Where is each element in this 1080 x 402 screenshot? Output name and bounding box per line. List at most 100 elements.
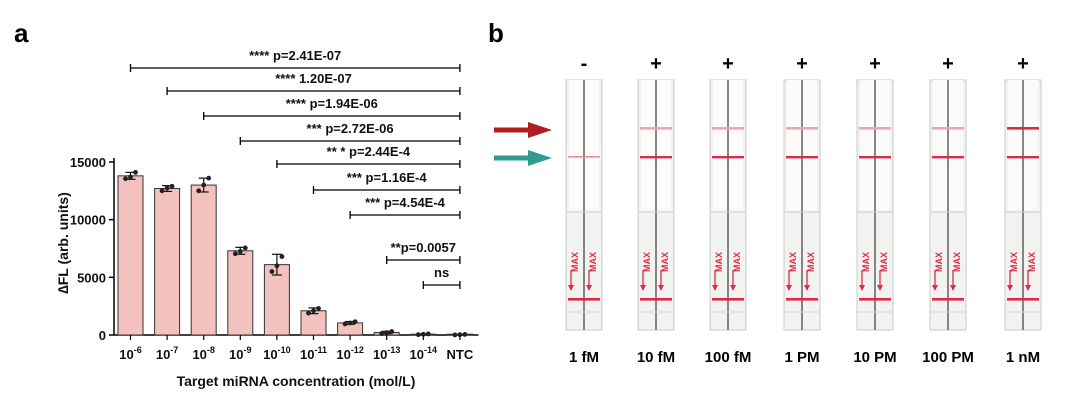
data-point (342, 321, 348, 327)
control-line (568, 156, 600, 158)
strip: MAX MAX (929, 79, 967, 331)
strip-concentration-label: 100 fM (705, 349, 752, 366)
significance-bracket: ** * p=2.44E-4 (276, 144, 461, 168)
x-tick-label: 10-6 (119, 345, 141, 362)
data-point (384, 330, 390, 336)
max-mark: MAX (861, 252, 871, 272)
significance-label: ** * p=2.44E-4 (327, 144, 411, 159)
data-point (425, 331, 431, 337)
control-line (712, 156, 744, 159)
sample-line (712, 298, 744, 301)
data-point (133, 169, 138, 175)
control-line (859, 156, 891, 159)
data-point (347, 320, 353, 326)
significance-bracket: **** p=2.41E-07 (129, 48, 461, 72)
strip: MAX MAX (637, 79, 675, 331)
y-tick-label: 10000 (70, 213, 106, 228)
max-mark: MAX (732, 252, 742, 272)
significance-bracket: *** p=2.72E-06 (239, 121, 461, 145)
max-mark: MAX (660, 252, 670, 272)
data-point (274, 263, 280, 269)
bar (227, 250, 254, 336)
bar (117, 175, 144, 336)
significance-label: **p=0.0057 (391, 240, 456, 255)
test-line (786, 127, 818, 130)
max-mark: MAX (1027, 252, 1037, 272)
significance-label: *** p=1.16E-4 (347, 170, 428, 185)
line-indicator-arrows (494, 122, 552, 166)
x-tick-label: 10-8 (192, 345, 214, 362)
max-mark: MAX (588, 252, 598, 272)
test-line (1007, 127, 1039, 130)
data-point (457, 332, 463, 338)
strip-sign: - (581, 53, 588, 75)
strip-sign: + (722, 53, 734, 75)
strip-sign: + (869, 53, 881, 75)
significance-label: ns (434, 265, 449, 280)
x-tick-label: 10-13 (373, 345, 400, 362)
test-line (712, 127, 744, 130)
sample-line (859, 298, 891, 301)
x-tick-label: 10-7 (156, 345, 178, 362)
x-tick-label: 10-10 (263, 345, 290, 362)
control-line-arrow (494, 150, 552, 166)
data-point (420, 331, 426, 337)
strip: MAX MAX (709, 79, 747, 331)
strip: MAX MAX (856, 79, 894, 331)
data-point (164, 185, 170, 191)
panel-a-label: a (14, 18, 29, 48)
x-axis-label: Target miRNA concentration (mol/L) (177, 373, 416, 389)
max-mark: MAX (806, 252, 816, 272)
strip: MAX MAX (783, 79, 821, 331)
max-mark: MAX (570, 252, 580, 272)
x-tick-label: 10-14 (410, 345, 437, 362)
control-line (786, 156, 818, 159)
bar (154, 188, 181, 336)
data-point (311, 308, 316, 314)
data-point (196, 188, 202, 194)
sample-line (1007, 298, 1039, 301)
sample-line (932, 298, 964, 301)
significance-label: **** p=2.41E-07 (249, 48, 341, 63)
sample-line (640, 298, 672, 301)
data-point (123, 176, 128, 182)
data-point (201, 182, 207, 188)
max-mark: MAX (714, 252, 724, 272)
max-mark: MAX (788, 252, 798, 272)
significance-bracket: **p=0.0057 (386, 240, 461, 264)
strip-sign: + (942, 53, 954, 75)
data-point (232, 251, 238, 257)
data-point (452, 332, 458, 338)
data-point (316, 306, 321, 311)
control-line (932, 156, 964, 159)
data-point (279, 254, 285, 259)
significance-label: *** p=2.72E-06 (307, 121, 394, 136)
data-point (269, 269, 275, 274)
data-point (242, 245, 248, 251)
significance-bracket: *** p=1.16E-4 (312, 170, 461, 194)
y-tick-label: 15000 (70, 155, 106, 170)
max-mark: MAX (1009, 252, 1019, 272)
max-mark: MAX (934, 252, 944, 272)
strip-concentration-label: 1 fM (569, 349, 599, 366)
bar (300, 310, 327, 336)
strip-concentration-label: 10 fM (637, 349, 675, 366)
data-point (206, 175, 212, 181)
data-point (128, 174, 133, 180)
strip-concentration-label: 10 PM (853, 349, 896, 366)
strip: MAX MAX (565, 79, 603, 331)
strip-sign: + (1017, 53, 1029, 75)
significance-bracket: **** 1.20E-07 (166, 71, 461, 95)
sample-line (786, 298, 818, 301)
test-line-arrow (494, 122, 552, 138)
significance-bracket: **** p=1.94E-06 (203, 96, 461, 120)
significance-label: *** p=4.54E-4 (365, 195, 446, 210)
strip-sign: + (650, 53, 662, 75)
data-point (306, 310, 311, 316)
strip-concentration-label: 1 nM (1006, 349, 1040, 366)
data-point (352, 319, 358, 325)
bar (190, 184, 217, 336)
data-point (159, 188, 165, 194)
test-line (932, 127, 964, 130)
